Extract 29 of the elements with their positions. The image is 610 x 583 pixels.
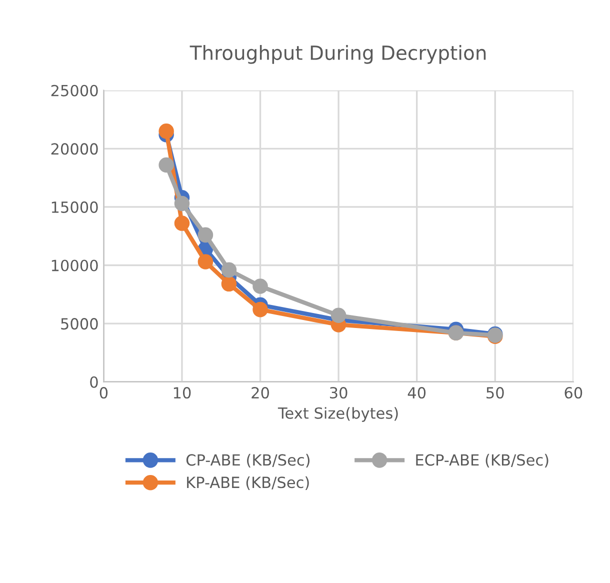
point [252,302,268,318]
x-tick-label: 0 [100,386,108,399]
y-tick-label: 5000 [61,318,98,330]
x-axis-title: Text Size(bytes) [278,407,398,422]
x-tick-label: 60 [564,386,582,399]
y-tick-label: 10000 [52,260,98,272]
x-tick-label: 50 [486,386,504,399]
point [252,278,268,294]
legend-label: CP-ABE (KB/Sec) [186,454,310,468]
y-tick-label: 20000 [51,143,98,155]
chart-title: Throughput During Decryption [190,45,486,64]
x-tick-label: 40 [408,386,426,399]
x-tick-label: 10 [174,386,191,399]
point [174,216,190,231]
point [221,262,237,278]
legend-label: KP-ABE (KB/Sec) [187,476,309,490]
y-tick-label: 15000 [52,201,98,213]
y-tick-label: 25000 [51,84,98,96]
point [198,254,214,270]
point [330,308,346,324]
x-tick-label: 20 [252,386,269,399]
point [174,196,190,212]
legend-label: ECP-ABE (KB/Sec) [416,454,548,468]
point [221,276,237,292]
point [158,124,174,139]
point [198,227,214,243]
point [158,157,174,173]
y-tick-label: 0 [90,376,98,388]
x-tick-label: 30 [330,386,348,399]
